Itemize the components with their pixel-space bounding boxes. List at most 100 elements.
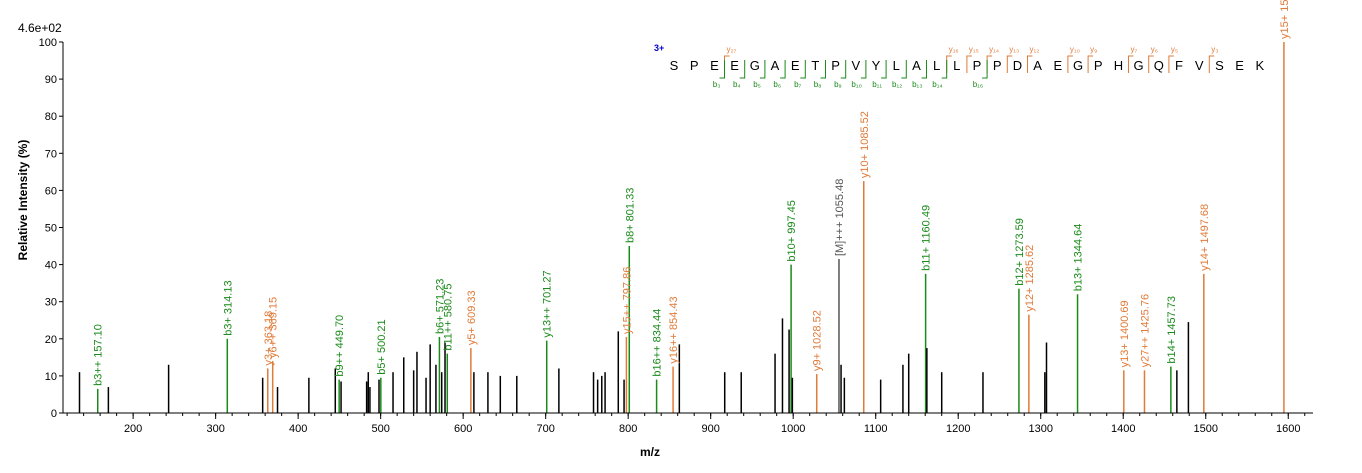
x-tick-label: 1600 <box>1276 423 1300 435</box>
peak-label: b16++ 834.44 <box>652 309 664 377</box>
b-ion-bracket <box>820 60 826 79</box>
x-tick-label: 1400 <box>1111 423 1135 435</box>
peak-label: b6+ 571.23 <box>434 279 446 334</box>
sequence-residue: S <box>670 58 679 73</box>
x-tick-label: 800 <box>619 423 637 435</box>
b-ion-bracket <box>780 60 786 79</box>
b-ion-label: b₉ <box>834 80 842 89</box>
y-tick-label: 20 <box>45 334 57 346</box>
sequence-residue: E <box>710 58 719 73</box>
sequence-residue: Y <box>872 58 881 73</box>
peak-label: y15++ 797.86 <box>621 267 633 334</box>
y-tick-label: 100 <box>39 37 57 49</box>
y-ion-label: y₉ <box>1090 45 1097 54</box>
peak-label: b3++ 157.10 <box>93 324 105 386</box>
y-tick-label: 70 <box>45 148 57 160</box>
y-tick-label: 40 <box>45 260 57 272</box>
sequence-residue: G <box>750 58 760 73</box>
sequence-residue: L <box>933 58 940 73</box>
y-ion-label: y₂₇ <box>727 45 737 54</box>
b-ion-label: b₈ <box>814 80 822 89</box>
peak-label: y15+ 1594.76 <box>1279 0 1291 39</box>
b-ion-bracket <box>840 60 847 79</box>
x-tick-label: 600 <box>454 423 472 435</box>
sequence-residue: P <box>973 58 982 73</box>
sequence-residue: P <box>831 58 840 73</box>
sequence-residue: L <box>893 58 900 73</box>
sequence-residue: D <box>1013 58 1022 73</box>
y-ion-label: y₁₃ <box>1009 45 1019 54</box>
x-tick-label: 400 <box>289 423 307 435</box>
b-ion-bracket <box>739 60 746 79</box>
charge-state: 3+ <box>654 43 664 53</box>
y-ion-bracket <box>946 55 952 73</box>
sequence-residue: T <box>811 58 819 73</box>
y-tick-label: 30 <box>45 297 57 309</box>
peak-label: [M]+++ 1055.48 <box>834 179 846 256</box>
sequence-residue: S <box>1215 58 1224 73</box>
sequence-residue: P <box>1094 58 1103 73</box>
b-ion-bracket <box>881 60 887 79</box>
peak-label: b12+ 1273.59 <box>1014 218 1026 286</box>
sequence-residue: A <box>771 58 780 73</box>
peak-label: b8+ 801.33 <box>624 188 636 243</box>
sequence-residue: Q <box>1154 58 1164 73</box>
x-axis-title: m/z <box>640 445 660 459</box>
b-ion-label: b₇ <box>794 80 801 89</box>
peak-label: y3+ 363.18 <box>263 311 275 366</box>
peak-label: y10+ 1085.52 <box>859 111 871 178</box>
b-ion-label: b₃ <box>713 80 721 89</box>
x-tick-label: 300 <box>206 423 224 435</box>
y-ion-label: y₁₀ <box>1070 45 1080 54</box>
b-ion-label: b₁₂ <box>892 80 902 89</box>
sequence-residue: E <box>730 58 739 73</box>
b-ion-bracket <box>921 60 927 79</box>
sequence-residue: E <box>1235 58 1244 73</box>
y-ion-bracket <box>1148 55 1154 73</box>
peak-label: b13+ 1344.64 <box>1073 224 1085 292</box>
peak-label: y6++ 369.15 <box>268 297 280 358</box>
y-ion-bracket <box>1006 55 1013 73</box>
b-ion-label: b₁₀ <box>851 80 861 89</box>
peak-label: b3+ 314.13 <box>222 280 234 335</box>
y-axis-title: Relative Intensity (%) <box>16 140 30 261</box>
x-tick-label: 1200 <box>946 423 970 435</box>
sequence-residue: P <box>690 58 699 73</box>
b-ion-bracket <box>759 60 766 79</box>
y-tick-label: 60 <box>45 185 57 197</box>
y-ion-bracket <box>966 55 972 73</box>
sequence-residue: V <box>1195 58 1204 73</box>
sequence-residue: A <box>1033 58 1042 73</box>
sequence-residue: A <box>912 58 921 73</box>
peak-label: y5+ 609.33 <box>466 290 478 345</box>
peak-label: b11+ 1160.49 <box>921 205 933 271</box>
b-ion-bracket <box>719 60 725 79</box>
b-ion-label: b₁₁ <box>872 80 882 89</box>
sequence-residue: P <box>993 58 1002 73</box>
y-tick-label: 50 <box>45 223 57 235</box>
peak-label: b9++ 449.70 <box>334 315 346 377</box>
x-tick-label: 1000 <box>781 423 805 435</box>
peak-label: y9+ 1028.52 <box>812 310 824 371</box>
peak-label: y13++ 701.27 <box>542 270 554 337</box>
b-ion-label: b₁₃ <box>912 80 922 89</box>
y-ion-bracket <box>1128 55 1134 73</box>
sequence-residue: H <box>1114 58 1123 73</box>
y-ion-label: y₅ <box>1171 45 1178 54</box>
sequence-residue: G <box>1073 58 1083 73</box>
y-ion-bracket <box>1067 55 1073 73</box>
peak-label: b10+ 997.45 <box>786 200 798 261</box>
y-ion-bracket <box>1168 55 1174 73</box>
y-ion-label: y₁₄ <box>989 45 999 54</box>
sequence-residue: K <box>1255 58 1264 73</box>
b-ion-label: b₁₄ <box>932 80 942 89</box>
x-tick-label: 700 <box>536 423 554 435</box>
peak-label: y27++ 1425.76 <box>1139 294 1151 367</box>
sequence-residue: L <box>953 58 960 73</box>
y-ion-bracket <box>986 55 993 73</box>
y-ion-bracket <box>1087 55 1094 73</box>
y-ion-label: y₁₂ <box>1030 45 1040 54</box>
b-ion-label: b₆ <box>773 80 781 89</box>
